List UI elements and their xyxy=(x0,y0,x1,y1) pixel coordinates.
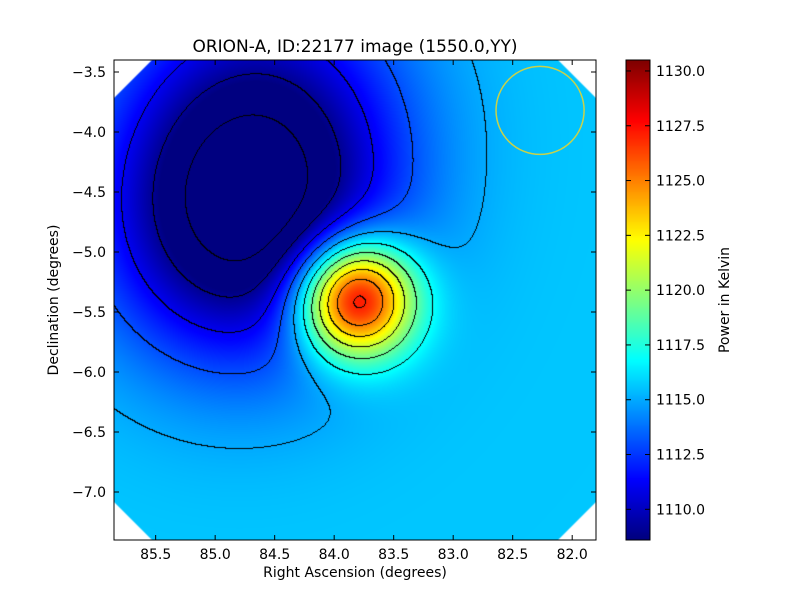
colorbar-tick-label: 1130.0 xyxy=(656,64,705,80)
y-tick-label: −7.0 xyxy=(72,485,106,501)
colorbar-gradient xyxy=(626,60,650,540)
x-tick-label: 84.0 xyxy=(319,547,350,563)
x-axis-label: Right Ascension (degrees) xyxy=(263,565,447,581)
colorbar-tick-label: 1117.5 xyxy=(656,338,705,354)
y-tick-label: −4.5 xyxy=(72,185,106,201)
plot-area xyxy=(113,59,597,541)
plot-frame xyxy=(113,59,597,541)
y-tick-label: −4.0 xyxy=(72,125,106,141)
colorbar-tick-label: 1125.0 xyxy=(656,174,705,190)
heatmap-image xyxy=(114,60,596,540)
y-axis-ticks: −3.5 −4.0 −4.5 −5.0 −5.5 −6.0 −6.5 −7.0 xyxy=(72,65,596,501)
x-axis-ticks: 85.5 85.0 84.5 84.0 83.5 83.0 82.5 82.0 xyxy=(140,60,588,563)
y-tick-label: −3.5 xyxy=(72,65,106,81)
x-tick-label: 84.5 xyxy=(259,547,290,563)
colorbar-tick-label: 1127.5 xyxy=(656,119,705,135)
x-tick-label: 82.0 xyxy=(557,547,588,563)
x-tick-label: 83.5 xyxy=(378,547,409,563)
y-axis-label: Declination (degrees) xyxy=(46,225,62,376)
x-tick-label: 83.0 xyxy=(438,547,469,563)
chart-title: ORION-A, ID:22177 image (1550.0,YY) xyxy=(192,37,517,57)
beam-circle xyxy=(495,65,585,156)
y-tick-label: −5.5 xyxy=(72,305,106,321)
colorbar-tick-label: 1115.0 xyxy=(656,393,705,409)
colorbar-tick-label: 1110.0 xyxy=(656,502,705,518)
colorbar-tick-label: 1112.5 xyxy=(656,448,705,464)
x-tick-label: 85.5 xyxy=(140,547,171,563)
colorbar-ticks: 1110.0 1112.5 1115.0 1117.5 1120.0 1122.5 1125… xyxy=(626,64,705,518)
y-tick-label: −6.0 xyxy=(72,365,106,381)
colorbar-tick-label: 1122.5 xyxy=(656,228,705,244)
x-tick-label: 85.0 xyxy=(200,547,231,563)
y-tick-label: −5.0 xyxy=(72,245,106,261)
colorbar: 1110.0 1112.5 1115.0 1117.5 1120.0 1122.5 1125… xyxy=(625,59,705,541)
colorbar-label: Power in Kelvin xyxy=(717,247,733,353)
colorbar-tick-label: 1120.0 xyxy=(656,283,705,299)
colorbar-frame xyxy=(625,59,651,541)
y-tick-label: −6.5 xyxy=(72,425,106,441)
x-tick-label: 82.5 xyxy=(497,547,528,563)
